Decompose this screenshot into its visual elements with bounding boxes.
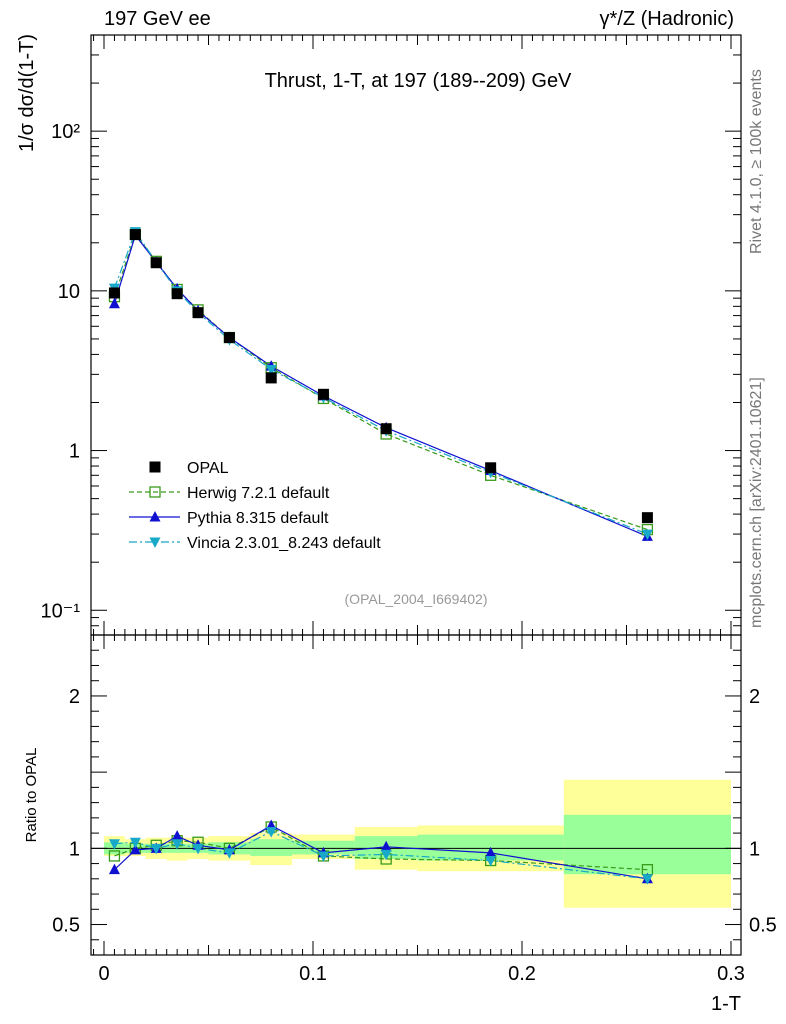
data-point [317,388,329,400]
ratio-panel [90,634,742,956]
y-tick-label: 10 [58,281,80,303]
y-tick-label: 10² [51,121,80,143]
ratio-point-triangle-up [485,846,497,858]
series-point-triangle-down [265,364,277,376]
data-point [641,512,653,524]
ratio-point-triangle-down [171,839,183,850]
y-tick-label: 10⁻¹ [41,600,81,622]
ratio-point-triangle-down [317,851,329,862]
ratio-point-triangle-down [641,874,653,885]
ratio-point-triangle-down [108,839,120,850]
x-axis-label: 1-T [711,993,741,1015]
data-point [223,332,235,344]
ratio-axis-label: Ratio to OPAL [23,748,40,843]
x-tick-label: 0 [98,963,109,985]
legend-marker [149,537,161,548]
x-tick-label: 0.2 [508,963,536,985]
header-right: γ*/Z (Hadronic) [599,8,734,30]
y-axis-label: 1/σ dσ/d(1-T) [16,34,38,152]
watermark: (OPAL_2004_I669402) [345,591,488,607]
y-tick-label-ratio-right: 1 [749,838,760,860]
y-tick-label-ratio-left: 1 [69,838,80,860]
chart-text: 0 0.1 0.2 0.3 10⁻¹ 1 10 10² 0.5 0.5 1 1 2 2 Thrust, 1-… [16,34,777,1015]
data-point [108,287,120,299]
series-point-triangle-up [108,297,120,309]
ratio-point-triangle-up [171,830,183,841]
legend-label: OPAL [187,460,229,477]
data-point [129,229,141,241]
x-tick-label: 0.1 [299,963,327,985]
ratio-point-triangle-down [192,843,204,855]
chart-title: Thrust, 1-T, at 197 (189--209) GeV [265,70,572,92]
ratio-point-triangle-down [265,827,277,838]
data-point [171,288,183,300]
stat-uncertainty-band [250,839,293,856]
data-point [150,257,162,269]
stat-uncertainty-band [563,814,731,875]
header-left: 197 GeV ee [104,8,211,30]
legend-marker [149,486,161,498]
data-point [192,307,204,319]
legend-marker [149,461,161,473]
y-tick-label-ratio-left: 2 [69,686,80,708]
ratio-point-triangle-down [150,843,162,855]
ratio-point-triangle-down [380,849,392,861]
legend-label: Vincia 2.3.01_8.243 default [187,535,381,552]
legend-marker [149,511,161,522]
ratio-point-triangle-up [129,843,141,855]
ratio-frame [90,634,742,956]
y-tick-label-ratio-right: 0.5 [749,915,777,937]
ratio-point-open-square [108,850,121,862]
ratio-point-triangle-down [129,837,141,849]
ratio-point-triangle-down [223,848,235,859]
data-point [265,372,277,384]
ratio-point-triangle-up [108,863,120,875]
legend-label: Herwig 7.2.1 default [187,485,330,502]
series-point-triangle-down [641,529,653,541]
data-point [485,462,497,474]
y-tick-label-ratio-left: 0.5 [52,915,80,937]
legend-label: Pythia 8.315 default [187,510,329,527]
data-point [380,423,392,435]
ratio-point-triangle-down [485,856,497,867]
y-tick-label: 1 [69,441,80,463]
x-tick-label: 0.3 [717,963,745,985]
y-tick-label-ratio-right: 2 [749,686,760,708]
ratio-point-triangle-up [380,840,392,852]
